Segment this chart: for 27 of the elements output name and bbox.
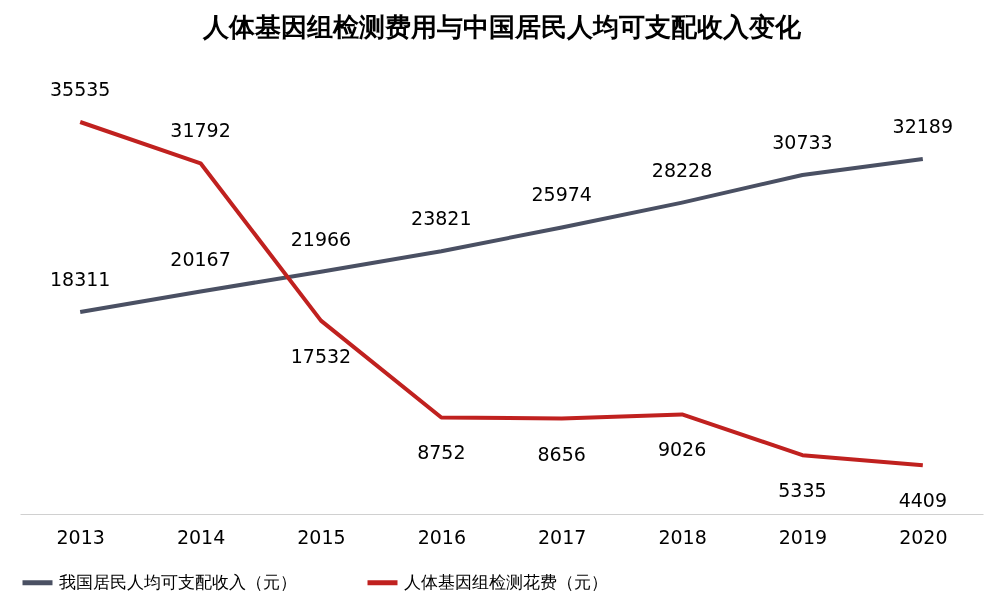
x-tick-label: 2015 [297,525,346,548]
data-label: 28228 [651,158,713,181]
x-tick-label: 2017 [538,525,587,548]
x-tick-label: 2018 [658,525,707,548]
legend-label: 我国居民人均可支配收入（元） [59,571,297,592]
data-label: 20167 [170,247,231,270]
data-label: 8752 [417,441,466,464]
data-label: 30733 [772,130,833,153]
chart-title: 人体基因组检测费用与中国居民人均可支配收入变化 [201,12,802,42]
data-label: 5335 [778,479,827,502]
x-tick-label: 2020 [899,525,948,548]
legend-label: 人体基因组检测花费（元） [404,571,608,592]
data-label: 17532 [290,344,352,367]
data-label: 8656 [537,442,586,465]
x-tick-label: 2016 [417,525,466,548]
data-label: 21966 [290,227,352,250]
data-label: 31792 [170,119,231,142]
x-tick-label: 2019 [778,525,828,548]
data-label: 32189 [892,114,954,137]
x-tick-label: 2013 [56,525,105,548]
data-label: 25974 [531,183,592,206]
data-label: 4409 [898,489,947,512]
data-label: 23821 [411,207,472,230]
data-label: 35535 [49,78,111,100]
data-label: 9026 [657,438,707,461]
x-tick-label: 2014 [176,525,226,548]
data-label: 18311 [49,268,111,290]
